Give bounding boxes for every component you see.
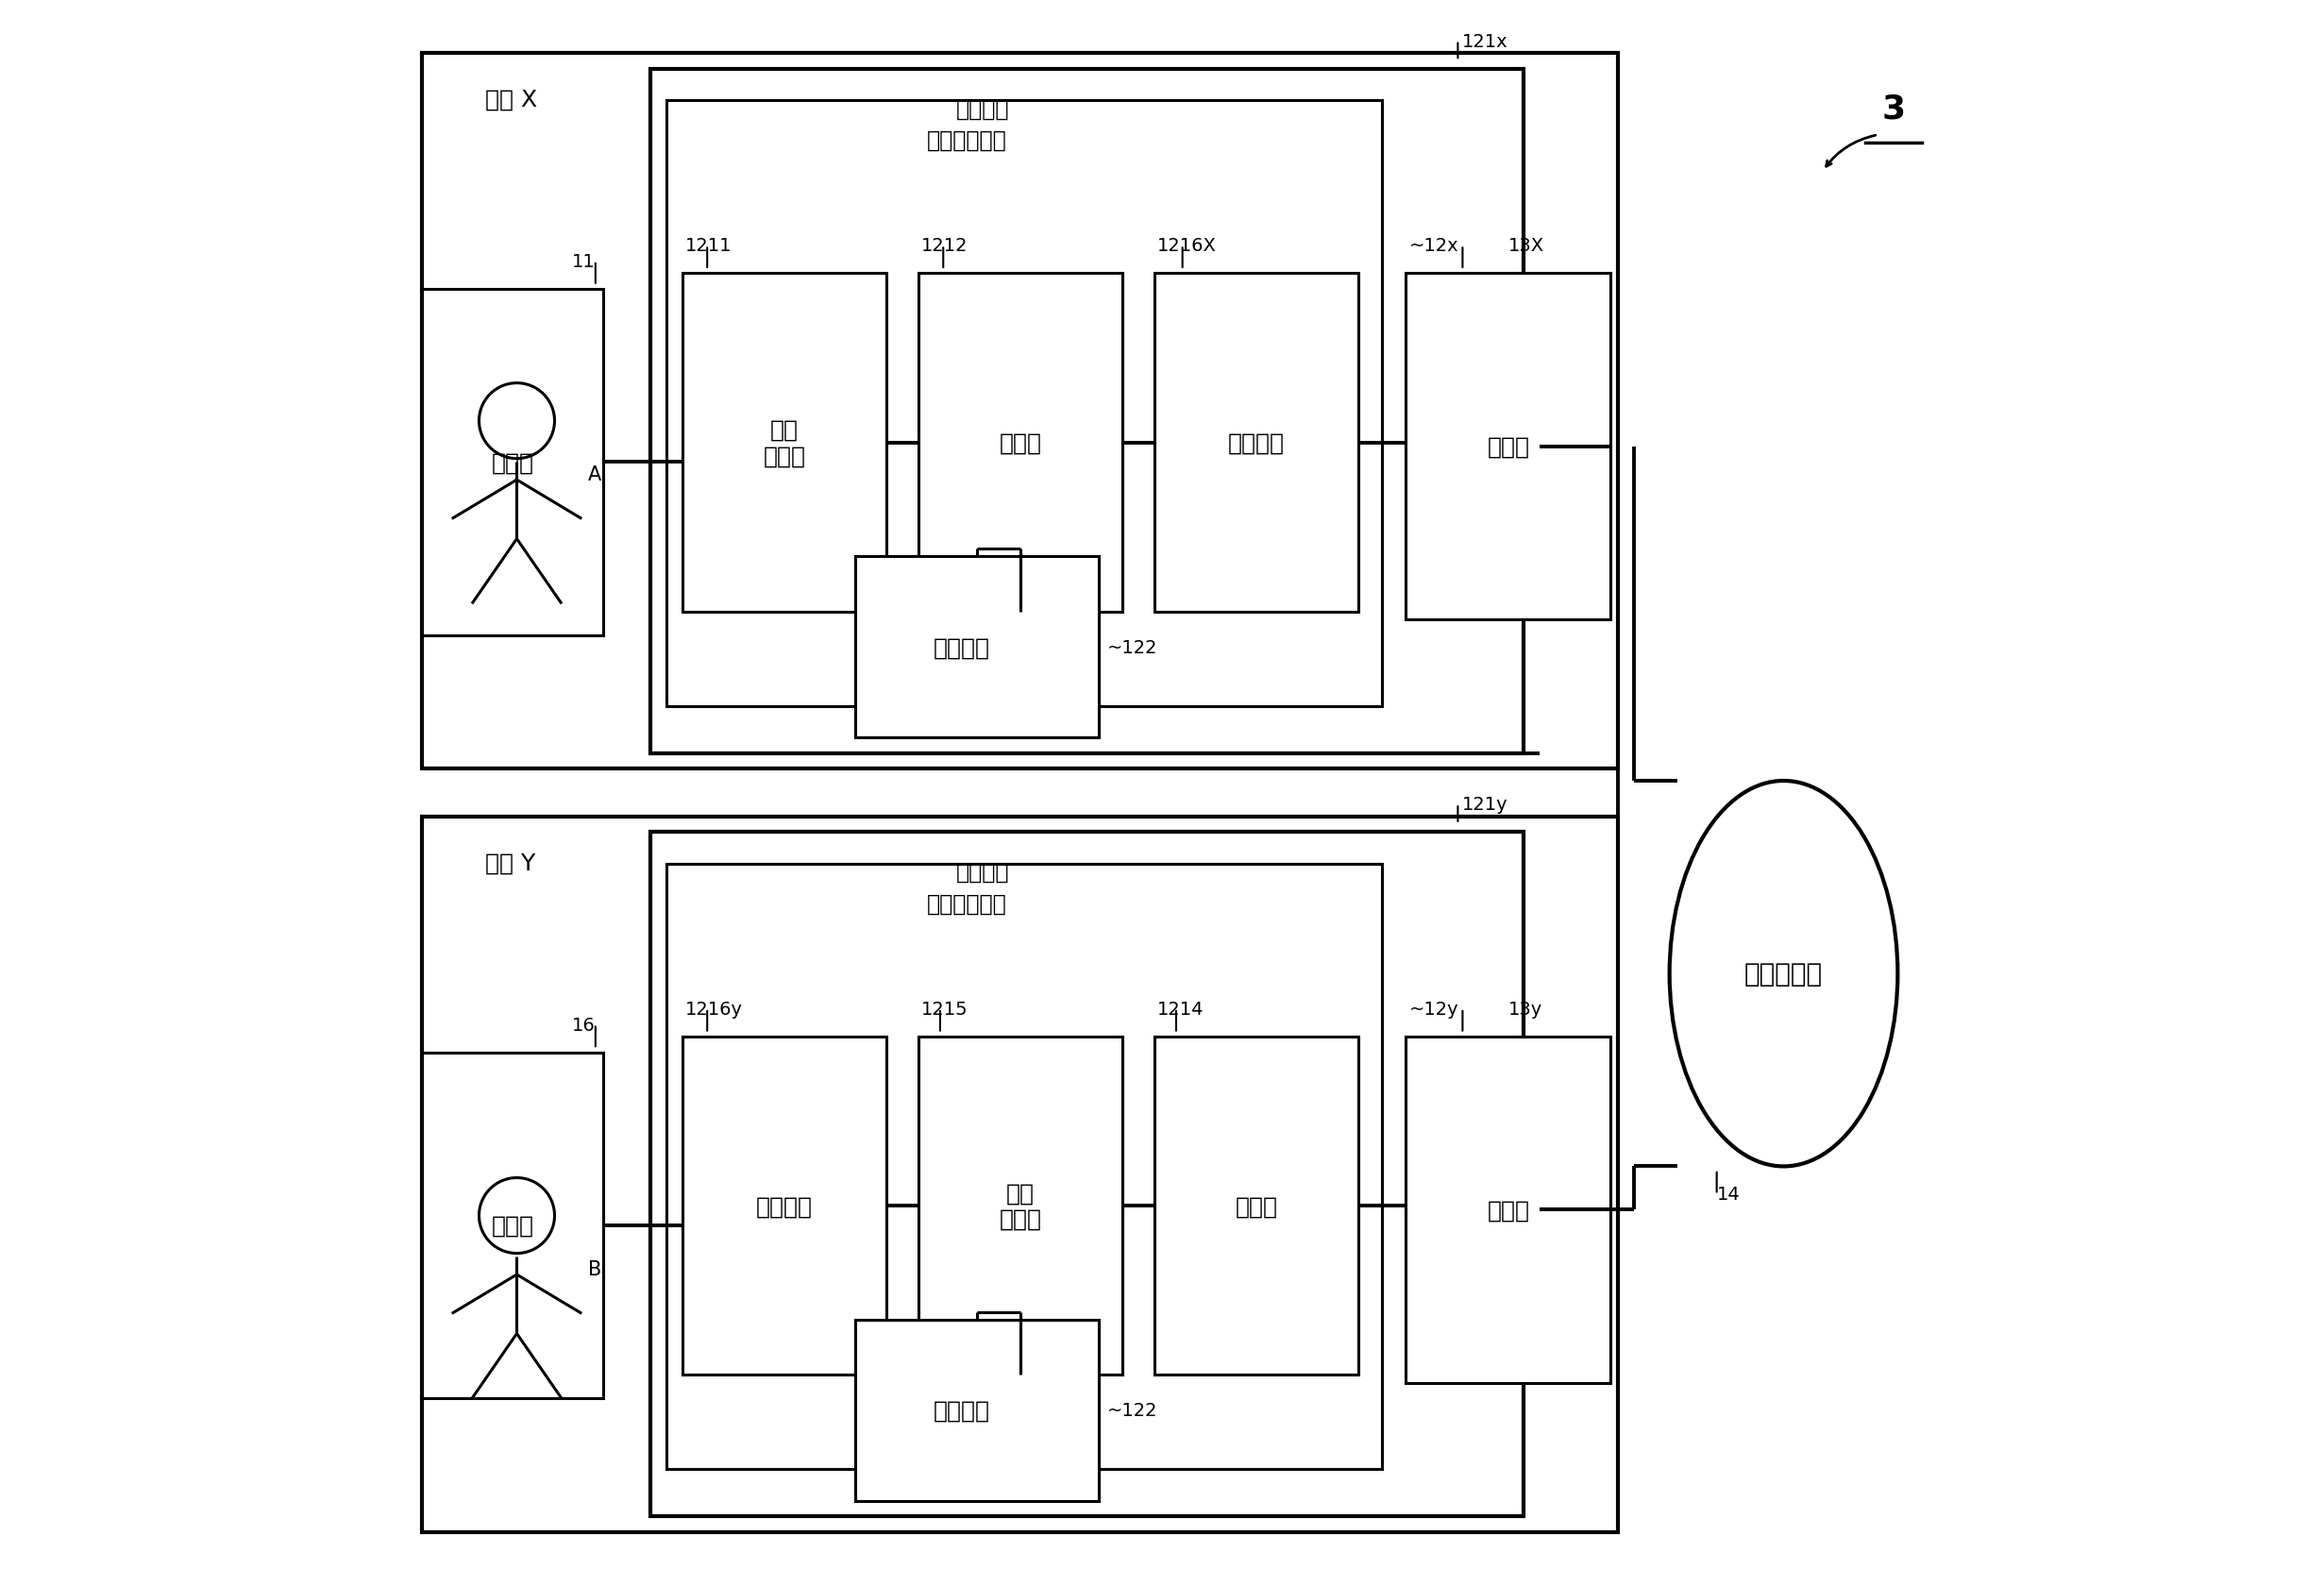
Bar [423,290,604,636]
Bar [855,557,1099,737]
Text: 扬声器: 扬声器 [493,1215,535,1237]
Bar [667,864,1383,1469]
Bar [423,1053,604,1399]
Bar [1406,1037,1611,1383]
Text: 1216y: 1216y [686,1001,744,1018]
Text: 公司 Y: 公司 Y [486,852,535,874]
Text: 11: 11 [572,252,595,271]
Text: 终端单元: 终端单元 [955,98,1009,121]
Text: 3: 3 [1882,92,1906,125]
Text: 操作部分: 操作部分 [932,1399,990,1421]
Text: 121x: 121x [1462,33,1508,51]
Text: 住宅 X: 住宅 X [486,89,537,111]
Bar [918,274,1122,612]
Text: 语音处理部分: 语音处理部分 [927,891,1006,915]
Text: 放大部分: 放大部分 [1227,431,1285,454]
Text: 语音处理部分: 语音处理部分 [927,128,1006,152]
Text: 1211: 1211 [686,238,732,255]
Text: 移调器: 移调器 [1234,1194,1278,1216]
Text: 121y: 121y [1462,796,1508,814]
Text: A: A [588,465,602,484]
Text: 操作部分: 操作部分 [932,636,990,658]
Bar [681,274,888,612]
Text: ~12y: ~12y [1408,1001,1459,1018]
Text: 放大部分: 放大部分 [755,1194,813,1216]
Bar [667,102,1383,706]
Bar [1406,274,1611,620]
Bar [918,1037,1122,1375]
Text: 麦克风: 麦克风 [493,452,535,474]
Text: 公共电话网: 公共电话网 [1745,961,1822,986]
Bar [1155,1037,1360,1375]
Text: ~122: ~122 [1106,1402,1157,1419]
Text: 13X: 13X [1508,238,1543,255]
Text: 低通
滤波器: 低通 滤波器 [762,419,806,468]
Bar [681,1037,888,1375]
Bar [1155,274,1360,612]
Bar [423,817,1618,1532]
Text: 降噪
滤波器: 降噪 滤波器 [999,1182,1041,1231]
Text: 1214: 1214 [1157,1001,1204,1018]
Text: 电话机: 电话机 [1487,1199,1529,1221]
Text: 13y: 13y [1508,1001,1543,1018]
Text: 移调器: 移调器 [999,431,1041,454]
Text: 1215: 1215 [920,1001,969,1018]
Text: 14: 14 [1717,1185,1741,1204]
Text: 终端单元: 终端单元 [955,861,1009,883]
Text: 1216X: 1216X [1157,238,1218,255]
Text: ~12x: ~12x [1408,238,1459,255]
Text: 1212: 1212 [920,238,969,255]
Text: B: B [588,1259,602,1278]
Bar [651,833,1525,1516]
Text: 16: 16 [572,1015,595,1034]
Bar [423,54,1618,769]
Bar [855,1320,1099,1500]
Text: ~122: ~122 [1106,639,1157,657]
Text: 电话机: 电话机 [1487,436,1529,458]
Bar [651,70,1525,753]
Ellipse shape [1669,782,1899,1167]
